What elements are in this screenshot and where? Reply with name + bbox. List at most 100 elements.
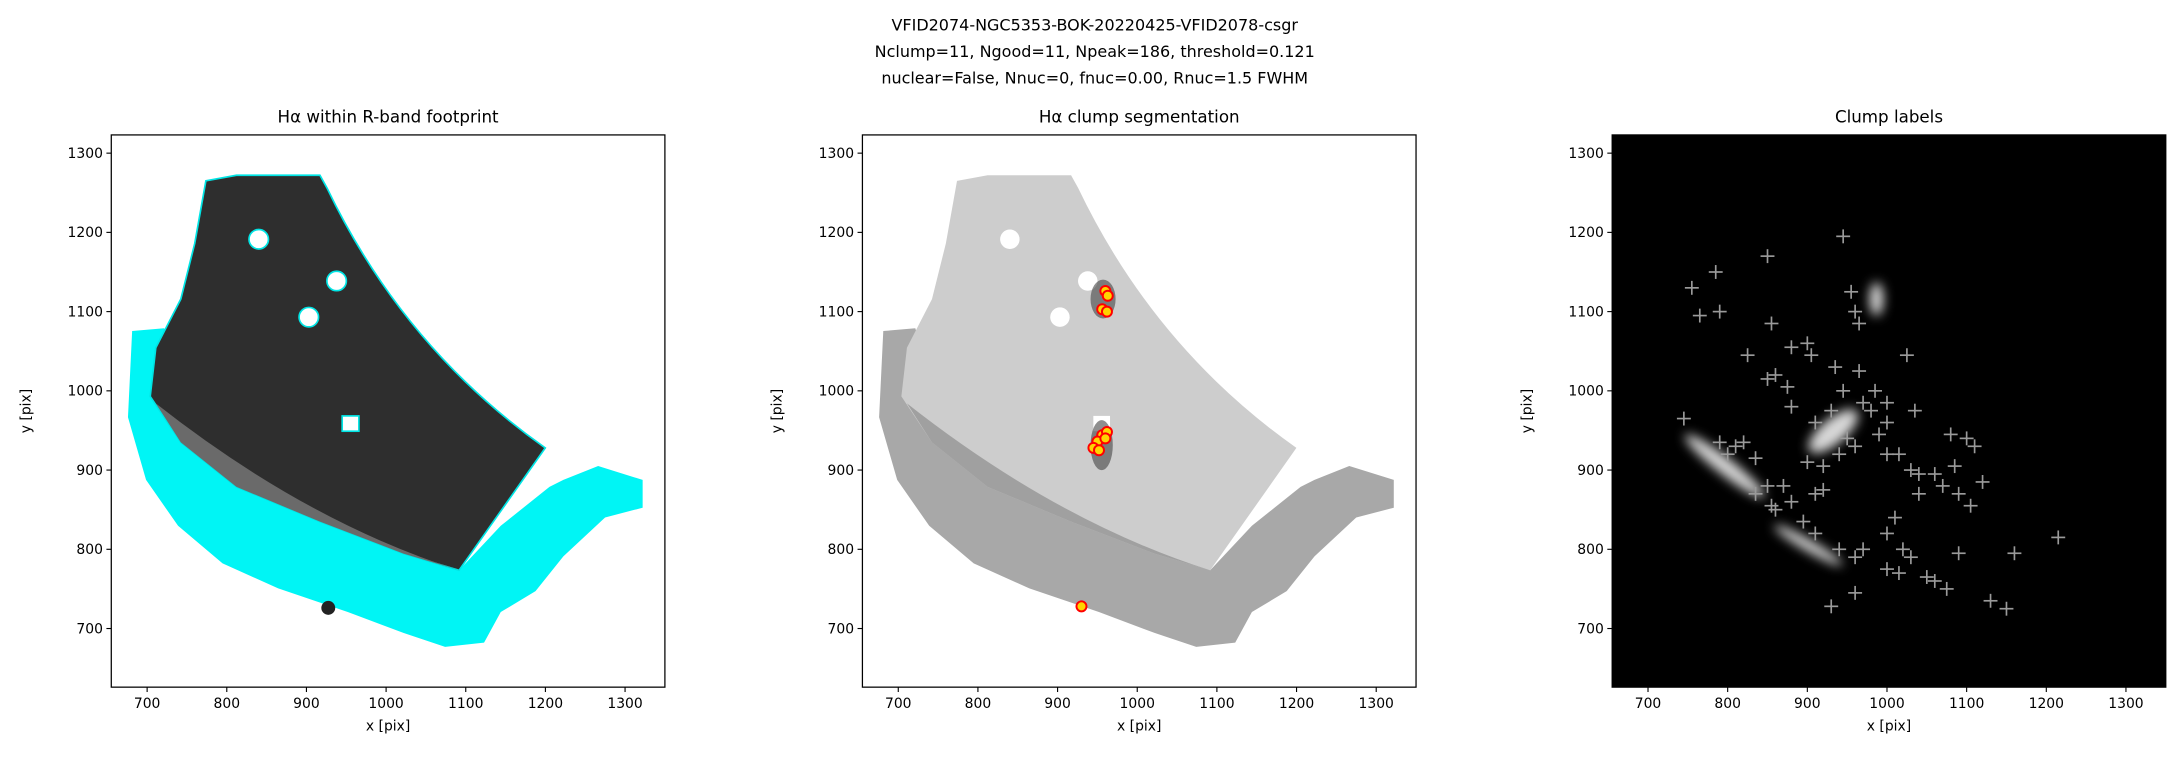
peak-marker [1983, 593, 1998, 608]
peak-marker [1836, 229, 1851, 244]
peak-marker [1808, 486, 1823, 501]
peak-marker [1975, 474, 1990, 489]
peak-marker [1880, 395, 1894, 410]
blob [1774, 525, 1843, 566]
x-tick-label: 1200 [2029, 696, 2064, 712]
x-axis-label: x [pix] [1117, 718, 1161, 734]
x-axis-label: x [pix] [366, 718, 410, 734]
peak-marker [1903, 463, 1918, 478]
x-tick-label: 1100 [1199, 696, 1234, 712]
peak-marker [1796, 514, 1811, 529]
peak-marker [1868, 383, 1882, 398]
clump-marker [1100, 305, 1113, 318]
peak-marker [1852, 364, 1867, 378]
y-tick-label: 1200 [1568, 225, 1603, 241]
source [321, 600, 336, 615]
label-background [1612, 134, 2166, 688]
x-tick-label: 800 [214, 696, 241, 712]
x-tick-label: 700 [1635, 696, 1662, 712]
peak-marker [1848, 550, 1863, 565]
peak-marker [1692, 308, 1707, 323]
peak-marker [1816, 482, 1831, 497]
blob [1685, 434, 1765, 498]
peak-marker [1676, 411, 1691, 426]
peak-marker [1824, 599, 1839, 614]
peak-marker [1844, 284, 1859, 299]
axes-title: Hα within R-band footprint [278, 107, 500, 126]
label-blobs [1685, 282, 1884, 566]
peak-marker [1880, 415, 1894, 430]
x-tick-label: 1300 [607, 696, 642, 712]
x-tick-label: 800 [965, 696, 992, 712]
clump-marker [1075, 600, 1088, 613]
peak-marker [1808, 526, 1823, 541]
y-tick-label: 1200 [819, 225, 854, 241]
suptitle-line: nuclear=False, Nnuc=0, fnuc=0.00, Rnuc=1… [881, 68, 1308, 87]
x-tick-label: 1300 [2108, 696, 2143, 712]
x-tick-label: 900 [1794, 696, 1821, 712]
panel: 700 800 900 1000 1100 1200 1300 700 800 900 1000 11… [19, 107, 666, 734]
peak-marker [1784, 340, 1799, 355]
peak-marker [1959, 431, 1974, 446]
peak-marker [1848, 585, 1863, 600]
y-tick-label: 1100 [68, 304, 103, 320]
peak-marker [1911, 467, 1926, 481]
suptitle-line: VFID2074-NGC5353-BOK-20220425-VFID2078-c… [891, 16, 1298, 35]
mask [1078, 271, 1098, 291]
y-tick-label: 900 [76, 463, 103, 479]
peak-marker [1848, 439, 1863, 454]
peak-marker [1880, 526, 1894, 541]
peak-marker [1907, 403, 1922, 418]
panel: 700 800 900 1000 1100 1200 1300 700 800 900 1000 11… [1519, 107, 2167, 734]
axes-frame [1611, 134, 2167, 688]
x-tick-label: 700 [885, 696, 912, 712]
x-tick-label: 1200 [1279, 696, 1314, 712]
y-tick-label: 1300 [68, 146, 103, 162]
peak-marker [1951, 546, 1966, 561]
y-tick-label: 1300 [1568, 146, 1603, 162]
x-tick-label: 1100 [1949, 696, 1984, 712]
y-axis-label: y [pix] [19, 389, 35, 433]
peak-marker [1880, 447, 1894, 462]
peak-marker [1800, 336, 1815, 351]
peak-marker [1740, 348, 1755, 363]
peak-marker [1911, 486, 1926, 501]
peak-marker [1748, 486, 1763, 501]
axes-title: Hα clump segmentation [1039, 107, 1240, 126]
peak-marker [1872, 427, 1886, 442]
x-tick-label: 700 [134, 696, 161, 712]
y-tick-label: 1100 [819, 304, 854, 320]
peak-marker [1684, 280, 1699, 295]
peak-marker [1880, 562, 1894, 577]
peak-marker [1999, 601, 2014, 616]
x-tick-label: 1000 [368, 696, 403, 712]
peak-marker [1951, 486, 1966, 501]
panel: 700 800 900 1000 1100 1200 1300 700 800 900 1000 11… [770, 107, 1417, 734]
peak-marker [1832, 542, 1847, 557]
peak-marker [1963, 498, 1978, 513]
peak-marker [1784, 399, 1799, 414]
blob [1808, 409, 1859, 454]
clump-marker [1099, 432, 1112, 445]
axes-frame [861, 134, 1417, 688]
clump-marker [1101, 289, 1114, 302]
y-tick-label: 1000 [1568, 384, 1603, 400]
y-tick-label: 1000 [68, 384, 103, 400]
peak-marker [1720, 447, 1735, 462]
x-tick-label: 1300 [1359, 696, 1394, 712]
peak-marker [1943, 427, 1958, 442]
peak-marker [2051, 530, 2066, 545]
peak-marker [1708, 265, 1723, 279]
mask [248, 228, 270, 250]
y-axis-label: y [pix] [1519, 389, 1535, 433]
image-3 [1612, 134, 2166, 688]
x-tick-label: 1200 [528, 696, 563, 712]
y-tick-label: 1000 [819, 384, 854, 400]
peak-marker [1804, 348, 1819, 363]
peak-marker [1728, 439, 1743, 454]
mask [341, 415, 360, 433]
y-axis-label: y [pix] [770, 389, 786, 433]
peak-marker [1887, 510, 1902, 525]
peak-marker [1927, 574, 1942, 588]
